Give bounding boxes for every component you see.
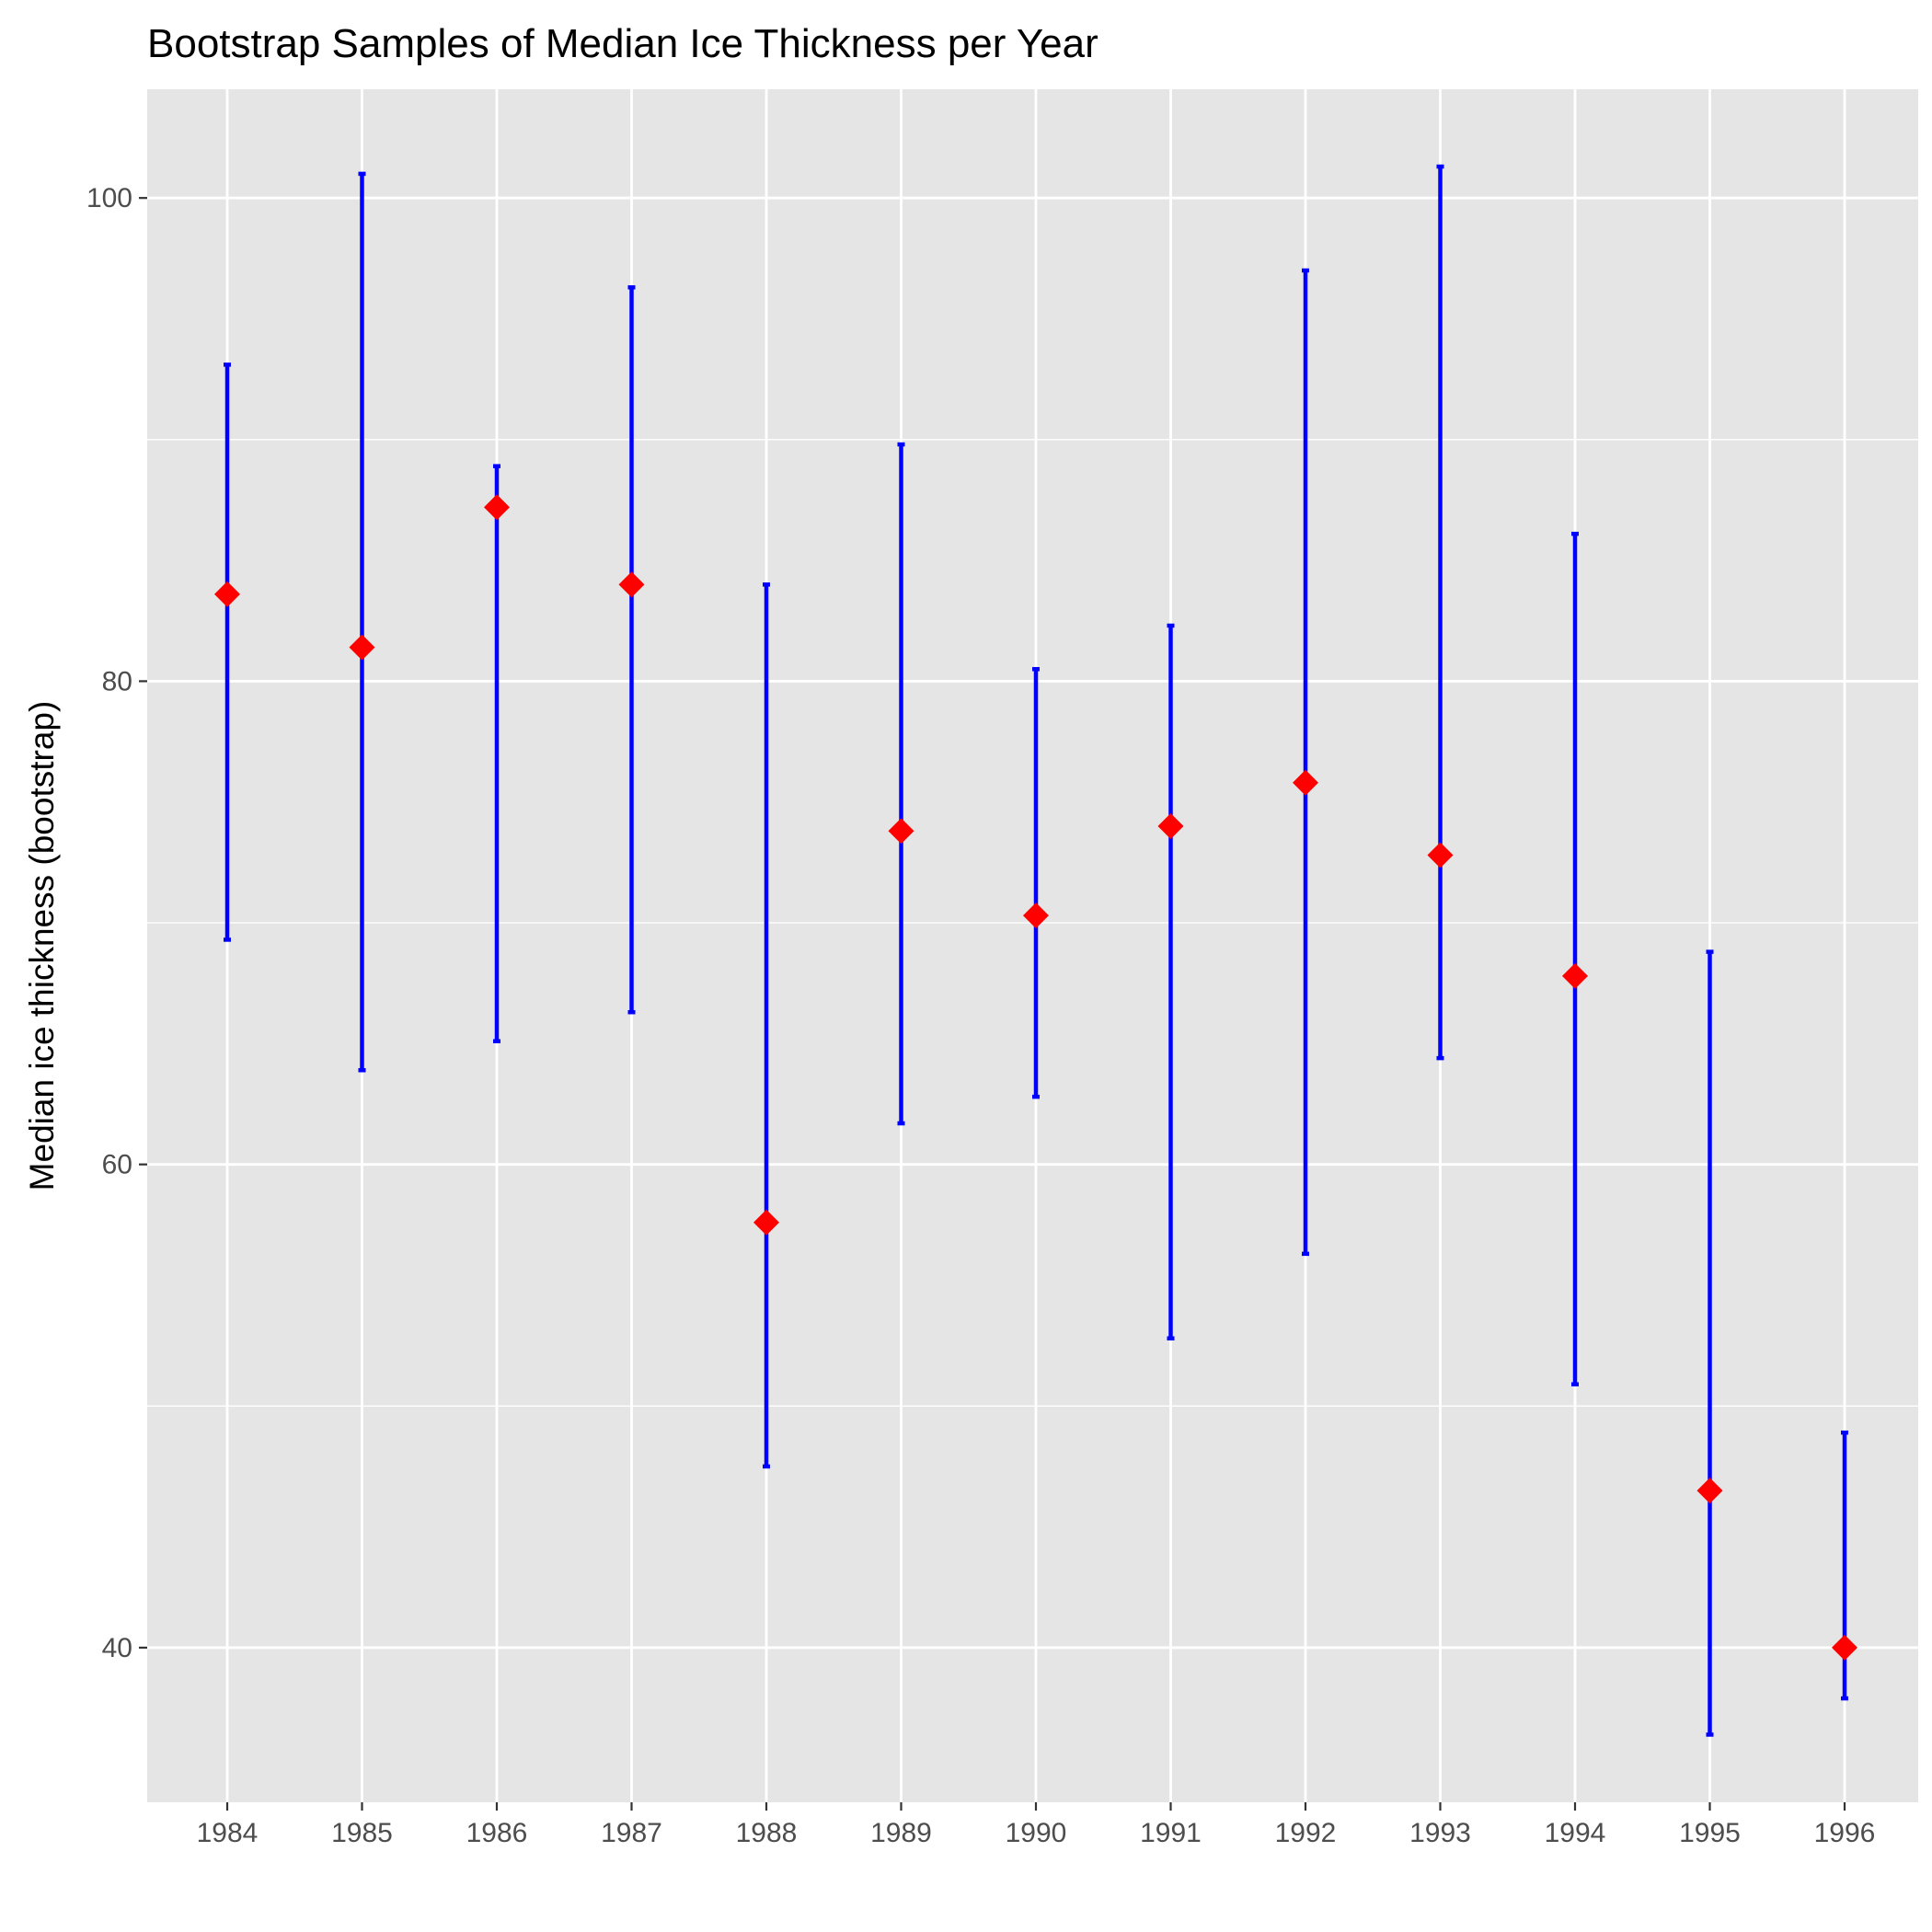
median-point: [1157, 813, 1184, 840]
x-tick-label: 1985: [331, 1818, 393, 1848]
median-point: [1427, 842, 1454, 868]
x-tick-label: 1992: [1275, 1818, 1337, 1848]
x-tick-label: 1996: [1814, 1818, 1876, 1848]
chart-title: Bootstrap Samples of Median Ice Thicknes…: [147, 21, 1098, 66]
x-tick-label: 1994: [1545, 1818, 1606, 1848]
median-points: [214, 494, 1857, 1661]
median-point: [1023, 903, 1049, 929]
median-point: [349, 634, 375, 661]
x-tick-label: 1984: [197, 1818, 259, 1848]
median-point: [1293, 769, 1318, 796]
x-tick-label: 1991: [1140, 1818, 1202, 1848]
y-tick-label: 100: [86, 183, 132, 213]
median-point: [214, 581, 240, 607]
error-bars: [224, 164, 1848, 1737]
median-point: [484, 494, 510, 521]
x-tick-label: 1995: [1679, 1818, 1741, 1848]
plot-panel: [147, 89, 1918, 1802]
y-tick-label: 80: [102, 666, 132, 696]
median-point: [1562, 962, 1588, 989]
median-point: [1696, 1478, 1723, 1504]
median-point: [1832, 1634, 1857, 1661]
median-point: [618, 571, 645, 598]
median-point: [888, 818, 914, 845]
x-tick-label: 1988: [736, 1818, 798, 1848]
y-axis-title: Median ice thickness (bootstrap): [23, 701, 61, 1191]
x-axis: 1984 1985 1986 1987 1988 1989 1990 1991 1992 1993…: [197, 1802, 1876, 1848]
y-tick-label: 40: [102, 1633, 132, 1663]
y-tick-label: 60: [102, 1150, 132, 1180]
y-axis: 40 60 80 100: [86, 183, 147, 1663]
x-tick-label: 1989: [870, 1818, 932, 1848]
x-tick-label: 1990: [1006, 1818, 1067, 1848]
x-tick-label: 1993: [1409, 1818, 1471, 1848]
x-tick-label: 1986: [466, 1818, 528, 1848]
median-point: [753, 1209, 779, 1236]
x-tick-label: 1987: [601, 1818, 662, 1848]
